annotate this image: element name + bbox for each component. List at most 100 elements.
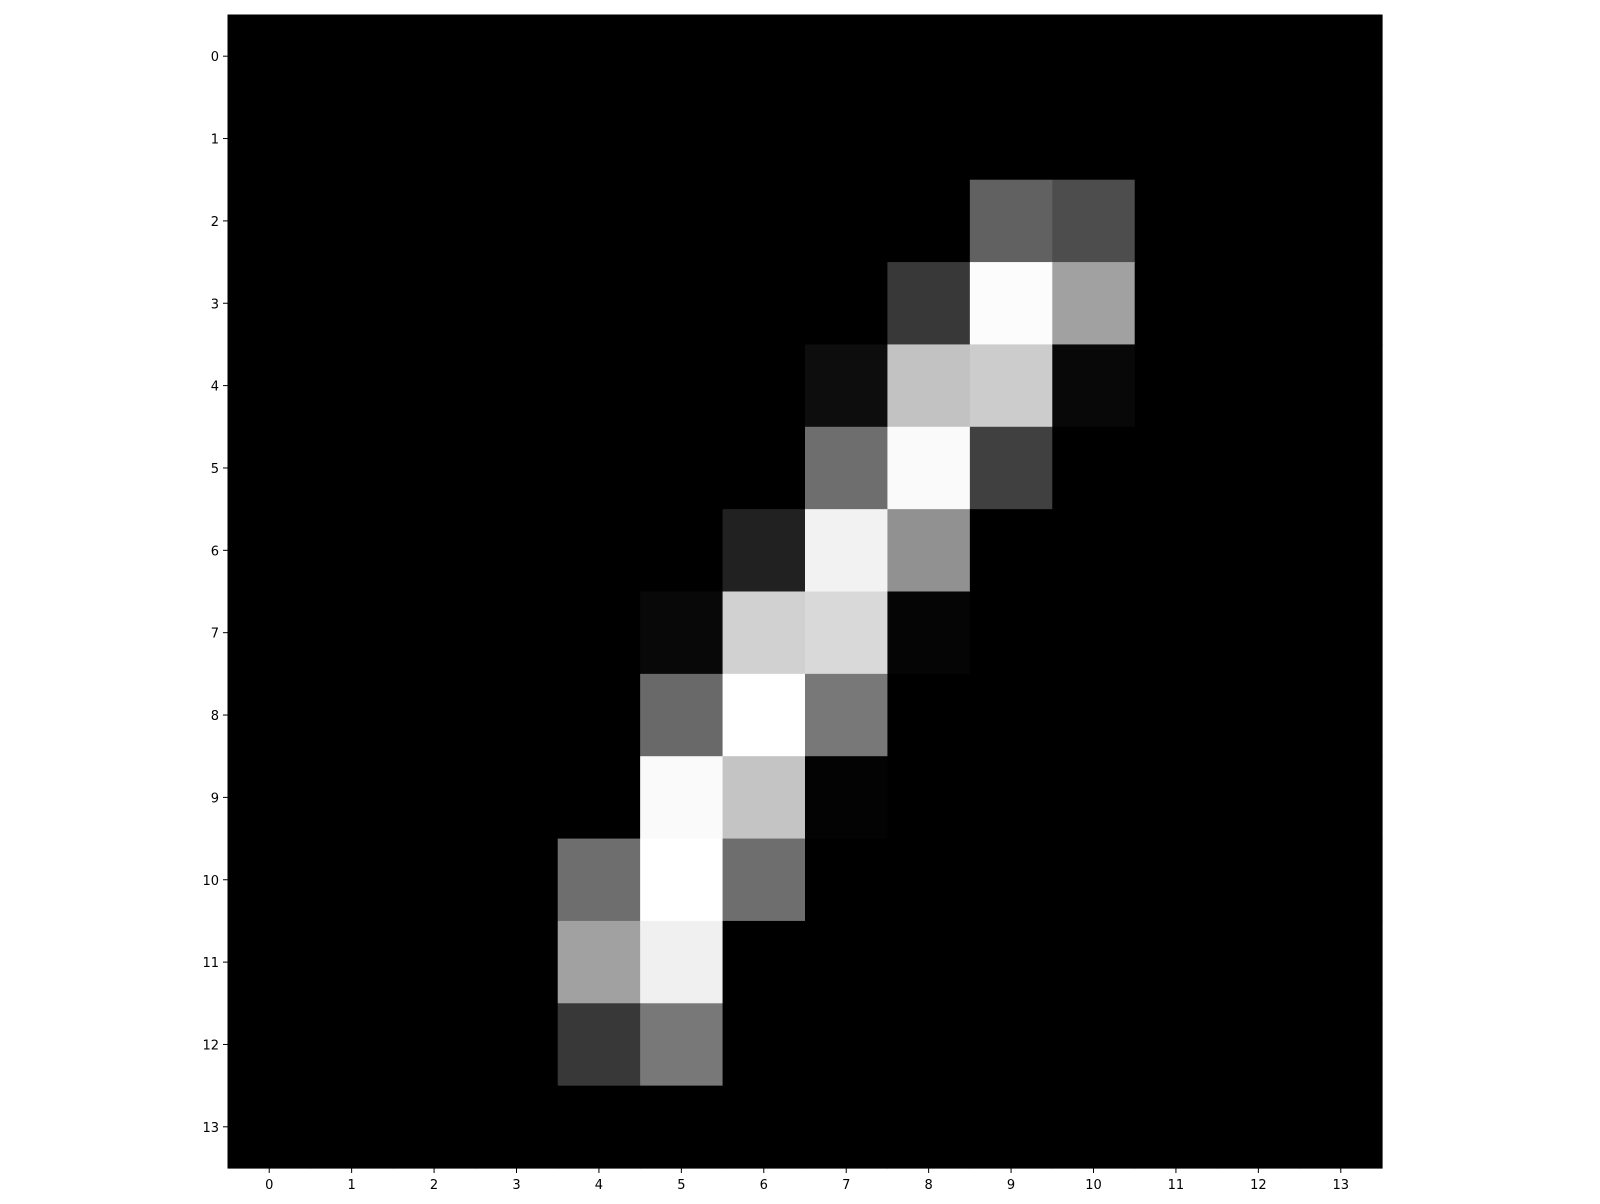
heatmap-cell-r2-c13 [1299, 179, 1383, 263]
heatmap-cell-r5-c0 [228, 426, 312, 510]
heatmap-cell-r10-c1 [310, 838, 394, 922]
heatmap-cell-r3-c0 [228, 262, 312, 346]
heatmap-cell-r7-c4 [557, 591, 641, 675]
heatmap-cell-r12-c6 [722, 1003, 806, 1087]
heatmap-cell-r7-c2 [392, 591, 476, 675]
heatmap-cell-r13-c3 [475, 1085, 559, 1169]
heatmap-cell-r8-c13 [1299, 673, 1383, 757]
heatmap-cell-r4-c7 [805, 344, 889, 428]
y-tick-label-10: 10 [202, 874, 219, 889]
heatmap-cell-r9-c13 [1299, 756, 1383, 840]
heatmap-cell-r6-c8 [887, 509, 971, 593]
heatmap-cell-r0-c8 [887, 15, 971, 98]
heatmap-cell-r11-c13 [1299, 920, 1383, 1004]
heatmap-cell-r10-c0 [228, 838, 312, 922]
y-tick-label-0: 0 [211, 50, 219, 65]
heatmap-cell-r8-c10 [1052, 673, 1136, 757]
heatmap-cell-r7-c13 [1299, 591, 1383, 675]
heatmap-cell-r13-c11 [1134, 1085, 1218, 1169]
heatmap-cell-r5-c11 [1134, 426, 1218, 510]
x-tick-label-1: 1 [348, 1178, 356, 1193]
heatmap-cell-r8-c2 [392, 673, 476, 757]
heatmap-cell-r5-c13 [1299, 426, 1383, 510]
heatmap-cell-r4-c3 [475, 344, 559, 428]
y-tick-label-11: 11 [202, 956, 219, 971]
heatmap-cell-r3-c8 [887, 262, 971, 346]
heatmap-cell-r2-c1 [310, 179, 394, 263]
heatmap-cell-r1-c6 [722, 97, 806, 181]
heatmap-cell-r9-c6 [722, 756, 806, 840]
heatmap-cell-r1-c3 [475, 97, 559, 181]
heatmap-cell-r12-c11 [1134, 1003, 1218, 1087]
heatmap-cell-r3-c1 [310, 262, 394, 346]
heatmap-cell-r12-c0 [228, 1003, 312, 1087]
heatmap-cell-r8-c9 [969, 673, 1053, 757]
heatmap-cell-r3-c10 [1052, 262, 1136, 346]
y-tick-label-1: 1 [211, 133, 219, 148]
heatmap-cell-r2-c7 [805, 179, 889, 263]
heatmap-cell-r2-c0 [228, 179, 312, 263]
y-tick-label-5: 5 [211, 462, 219, 477]
heatmap-cell-r8-c1 [310, 673, 394, 757]
heatmap-cell-r1-c9 [969, 97, 1053, 181]
heatmap-cell-r10-c10 [1052, 838, 1136, 922]
heatmap-cell-r1-c5 [640, 97, 724, 181]
heatmap-cell-r7-c11 [1134, 591, 1218, 675]
heatmap-cell-r13-c10 [1052, 1085, 1136, 1169]
heatmap-cell-r3-c11 [1134, 262, 1218, 346]
heatmap-cell-r6-c6 [722, 509, 806, 593]
heatmap-cell-r10-c11 [1134, 838, 1218, 922]
heatmap-cell-r0-c1 [310, 15, 394, 98]
heatmap-cell-r11-c1 [310, 920, 394, 1004]
heatmap-cell-r3-c2 [392, 262, 476, 346]
heatmap-cell-r0-c4 [557, 15, 641, 98]
y-tick-label-12: 12 [202, 1038, 219, 1053]
heatmap-cell-r6-c0 [228, 509, 312, 593]
x-tick-label-4: 4 [595, 1178, 603, 1193]
x-tick-label-6: 6 [760, 1178, 768, 1193]
heatmap-cell-r2-c9 [969, 179, 1053, 263]
heatmap-cell-r11-c11 [1134, 920, 1218, 1004]
heatmap-cell-r5-c1 [310, 426, 394, 510]
heatmap-cell-r8-c0 [228, 673, 312, 757]
heatmap-cell-r6-c13 [1299, 509, 1383, 593]
heatmap-cell-r4-c12 [1217, 344, 1301, 428]
heatmap-cell-r7-c1 [310, 591, 394, 675]
heatmap-cell-r9-c1 [310, 756, 394, 840]
heatmap-cell-r13-c8 [887, 1085, 971, 1169]
heatmap-cell-r0-c11 [1134, 15, 1218, 98]
heatmap-cell-r7-c5 [640, 591, 724, 675]
heatmap-cell-r3-c12 [1217, 262, 1301, 346]
heatmap-cell-r5-c12 [1217, 426, 1301, 510]
x-tick-label-0: 0 [265, 1178, 273, 1193]
heatmap-cell-r0-c12 [1217, 15, 1301, 98]
heatmap-cell-r5-c7 [805, 426, 889, 510]
heatmap-cell-r9-c11 [1134, 756, 1218, 840]
heatmap-cell-r13-c6 [722, 1085, 806, 1169]
heatmap-cell-r7-c10 [1052, 591, 1136, 675]
heatmap-cell-r6-c7 [805, 509, 889, 593]
heatmap-cell-r6-c9 [969, 509, 1053, 593]
heatmap-cell-r3-c4 [557, 262, 641, 346]
heatmap-cell-r12-c9 [969, 1003, 1053, 1087]
heatmap-cell-r10-c12 [1217, 838, 1301, 922]
heatmap-cell-r11-c10 [1052, 920, 1136, 1004]
heatmap-cell-r10-c2 [392, 838, 476, 922]
heatmap-cell-r5-c4 [557, 426, 641, 510]
heatmap-cell-r0-c0 [228, 15, 312, 98]
heatmap-cell-r8-c3 [475, 673, 559, 757]
heatmap-cell-r7-c0 [228, 591, 312, 675]
heatmap-cell-r9-c5 [640, 756, 724, 840]
heatmap-cell-r4-c5 [640, 344, 724, 428]
heatmap-cell-r13-c13 [1299, 1085, 1383, 1169]
heatmap-cell-r13-c2 [392, 1085, 476, 1169]
heatmap-cell-r0-c6 [722, 15, 806, 98]
y-tick-label-7: 7 [211, 627, 219, 642]
heatmap-cell-r5-c3 [475, 426, 559, 510]
heatmap-cell-r9-c3 [475, 756, 559, 840]
x-tick-label-11: 11 [1168, 1178, 1185, 1193]
heatmap-cell-r4-c8 [887, 344, 971, 428]
heatmap-cell-r2-c3 [475, 179, 559, 263]
heatmap-cell-r3-c3 [475, 262, 559, 346]
heatmap-cell-r6-c12 [1217, 509, 1301, 593]
